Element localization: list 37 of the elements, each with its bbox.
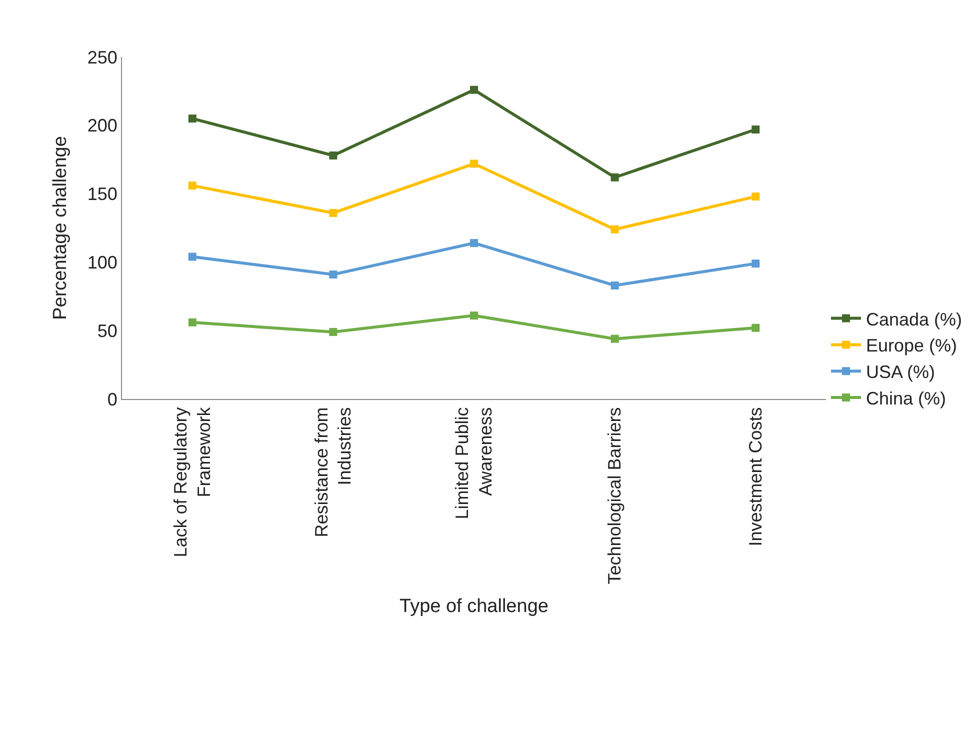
- y-tick-label: 200: [87, 116, 118, 136]
- y-tick-label: 250: [87, 47, 118, 68]
- point: [610, 281, 619, 290]
- x-tick-label: Technological Barriers: [604, 407, 625, 584]
- y-tick-label: 50: [97, 320, 118, 341]
- point: [470, 312, 478, 320]
- point: [470, 160, 478, 168]
- point: [752, 260, 760, 268]
- legend-label: Europe (%): [866, 336, 958, 356]
- x-tick-label: Lack of Regulatory Framework: [170, 406, 214, 558]
- point: [329, 328, 338, 336]
- point: [329, 208, 338, 217]
- point: [470, 86, 478, 94]
- point: [610, 225, 619, 234]
- point: [610, 173, 619, 182]
- y-tick-label: 100: [87, 252, 118, 272]
- legend-label: China (%): [866, 388, 946, 409]
- x-tick-label: Investment Costs: [745, 407, 766, 546]
- y-tick-label: 150: [87, 184, 118, 204]
- point: [752, 192, 760, 201]
- point: [188, 252, 196, 261]
- point: [329, 152, 338, 160]
- legend-label: USA (%): [866, 362, 936, 382]
- point: [752, 324, 760, 332]
- point: [610, 334, 619, 343]
- point: [329, 270, 338, 279]
- point: [752, 126, 760, 134]
- point: [470, 239, 478, 248]
- point: [188, 182, 196, 190]
- x-axis-title: Type of challenge: [400, 596, 548, 618]
- y-axis-title: Percentage challenge: [50, 136, 72, 320]
- point: [188, 318, 196, 326]
- x-tick-label: Limited Public Awareness: [452, 407, 496, 520]
- legend-label: Canada (%): [866, 309, 962, 330]
- y-tick-label: 0: [107, 389, 118, 410]
- point: [188, 114, 196, 123]
- x-tick-label: Resistance from Industries: [311, 407, 355, 538]
